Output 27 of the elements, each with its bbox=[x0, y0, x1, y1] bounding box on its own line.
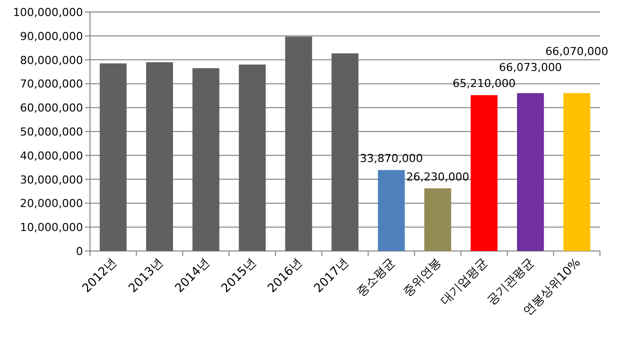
y-tick-label: 0 bbox=[76, 245, 83, 258]
bar bbox=[517, 93, 544, 251]
y-tick-label: 90,000,000 bbox=[20, 30, 83, 43]
y-tick-label: 70,000,000 bbox=[20, 78, 83, 91]
data-label: 26,230,000 bbox=[406, 170, 470, 184]
data-label: 66,073,000 bbox=[498, 61, 562, 74]
bar bbox=[238, 64, 266, 251]
bar bbox=[563, 93, 590, 251]
data-label: 66,070,000 bbox=[545, 45, 608, 58]
y-tick-label: 40,000,000 bbox=[20, 149, 83, 162]
y-tick-label: 50,000,000 bbox=[20, 126, 83, 138]
data-label: 65,210,000 bbox=[452, 77, 516, 90]
bar bbox=[424, 188, 452, 251]
y-tick-label: 60,000,000 bbox=[20, 102, 83, 115]
y-tick-label: 10,000,000 bbox=[20, 221, 83, 234]
data-label: 33,870,000 bbox=[360, 152, 423, 166]
bar bbox=[192, 68, 220, 251]
y-tick-label: 30,000,000 bbox=[20, 173, 83, 186]
y-tick-label: 80,000,000 bbox=[20, 54, 83, 67]
bar bbox=[470, 95, 498, 251]
y-tick-label: 20,000,000 bbox=[20, 197, 83, 210]
bar bbox=[285, 36, 312, 251]
bar bbox=[378, 170, 405, 251]
bar bbox=[100, 63, 127, 251]
bar bbox=[332, 53, 358, 251]
y-tick-label: 100,000,000 bbox=[13, 6, 83, 19]
bar bbox=[146, 62, 173, 251]
